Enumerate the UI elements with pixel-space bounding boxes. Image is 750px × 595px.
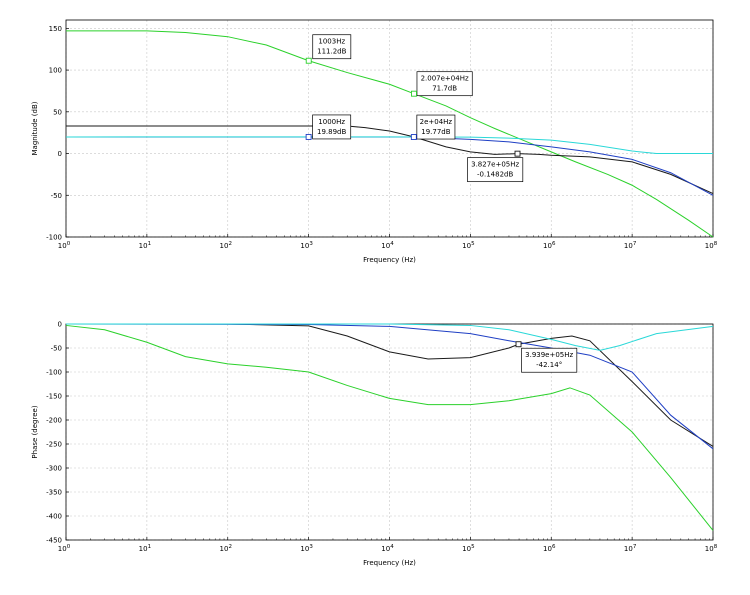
phase-series-line-2 xyxy=(66,323,714,447)
datatip-marker[interactable] xyxy=(305,133,312,140)
datatip-label: 2e+04Hz xyxy=(420,118,453,126)
phase-series-group xyxy=(65,323,714,531)
magnitude-x-tick-label: 108 xyxy=(705,241,718,250)
phase-y-tick-label: -350 xyxy=(46,489,62,497)
datatip-box xyxy=(467,157,524,183)
magnitude-datatip[interactable]: 1003Hz 111.2dB xyxy=(305,34,352,64)
phase-datatip[interactable]: 3.939e+05Hz -42.14° xyxy=(515,341,578,373)
datatip-label: 71.7dB xyxy=(432,85,457,93)
phase-y-tick-label: -200 xyxy=(46,417,62,425)
phase-grid xyxy=(65,323,714,541)
phase-y-tick-label: -400 xyxy=(46,513,62,521)
datatip-marker[interactable] xyxy=(514,150,521,157)
magnitude-series-line-2 xyxy=(66,125,714,195)
datatip-label: -42.14° xyxy=(536,361,562,369)
magnitude-x-tick-label: 102 xyxy=(220,241,232,250)
magnitude-datatip[interactable]: 2.007e+04Hz 71.7dB xyxy=(411,71,473,97)
magnitude-datatip[interactable]: 1000Hz 19.89dB xyxy=(305,114,352,140)
magnitude-x-tick-label: 104 xyxy=(381,241,394,250)
phase-x-tick-label: 102 xyxy=(220,544,232,553)
magnitude-datatip[interactable]: 3.827e+05Hz -0.1482dB xyxy=(467,150,524,183)
magnitude-y-tick-label: -50 xyxy=(51,192,62,200)
magnitude-y-tick-label: 150 xyxy=(49,25,62,33)
phase-series-line-3 xyxy=(65,323,714,450)
magnitude-x-tick-label: 101 xyxy=(139,241,151,250)
phase-x-tick-label: 105 xyxy=(462,544,475,553)
datatip-box xyxy=(521,347,578,373)
magnitude-x-tick-label: 107 xyxy=(624,241,637,250)
datatip-label: -0.1482dB xyxy=(477,171,513,179)
datatip-label: 19.77dB xyxy=(421,128,450,136)
magnitude-x-axis-label: Frequency (Hz) xyxy=(363,256,416,264)
phase-y-tick-label: -50 xyxy=(51,345,62,353)
magnitude-x-tick-label: 105 xyxy=(462,241,475,250)
magnitude-x-tick-label: 106 xyxy=(543,241,556,250)
phase-x-tick-label: 107 xyxy=(624,544,637,553)
magnitude-y-tick-label: -100 xyxy=(46,234,62,242)
phase-x-tick-label: 101 xyxy=(139,544,151,553)
datatip-box xyxy=(416,114,456,140)
phase-y-tick-label: -150 xyxy=(46,393,62,401)
magnitude-grid xyxy=(65,20,714,238)
phase-x-tick-label: 104 xyxy=(381,544,394,553)
datatip-marker[interactable] xyxy=(305,57,312,64)
datatip-box xyxy=(312,34,352,60)
magnitude-y-axis-label: Magnitude (dB) xyxy=(31,101,39,155)
datatip-label: 19.89dB xyxy=(317,128,346,136)
magnitude-series-line-1 xyxy=(66,30,714,238)
phase-x-tick-label: 103 xyxy=(300,544,313,553)
phase-x-tick-label: 108 xyxy=(705,544,718,553)
datatip-label: 1000Hz xyxy=(318,118,345,126)
datatip-label: 1003Hz xyxy=(318,38,345,46)
magnitude-series-group xyxy=(65,30,714,238)
magnitude-datatip[interactable]: 2e+04Hz 19.77dB xyxy=(410,114,456,140)
phase-y-tick-label: -100 xyxy=(46,369,62,377)
phase-series-line-1 xyxy=(65,324,714,531)
datatip-marker[interactable] xyxy=(410,134,417,140)
datatip-box xyxy=(312,114,352,140)
datatip-label: 111.2dB xyxy=(317,48,346,56)
magnitude-x-tick-label: 100 xyxy=(58,241,71,250)
phase-x-tick-label: 106 xyxy=(543,544,556,553)
magnitude-y-tick-label: 100 xyxy=(49,67,62,75)
phase-series-line-4 xyxy=(66,323,714,351)
phase-y-axis-label: Phase (degree) xyxy=(31,405,39,458)
magnitude-y-tick-label: 0 xyxy=(58,150,62,158)
datatip-marker[interactable] xyxy=(411,90,417,97)
phase-y-tick-label: -300 xyxy=(46,465,62,473)
phase-x-axis-label: Frequency (Hz) xyxy=(363,559,416,567)
phase-y-tick-label: -250 xyxy=(46,441,62,449)
phase-y-tick-label: 0 xyxy=(58,321,62,329)
datatip-box xyxy=(416,71,473,97)
datatip-label: 3.827e+05Hz xyxy=(471,161,519,169)
phase-y-tick-label: -450 xyxy=(46,537,62,545)
datatip-label: 2.007e+04Hz xyxy=(421,75,469,83)
phase-x-tick-label: 100 xyxy=(58,544,71,553)
datatip-label: 3.939e+05Hz xyxy=(525,351,573,359)
datatip-marker[interactable] xyxy=(515,341,522,348)
magnitude-x-tick-label: 103 xyxy=(300,241,313,250)
magnitude-y-tick-label: 50 xyxy=(53,108,62,116)
